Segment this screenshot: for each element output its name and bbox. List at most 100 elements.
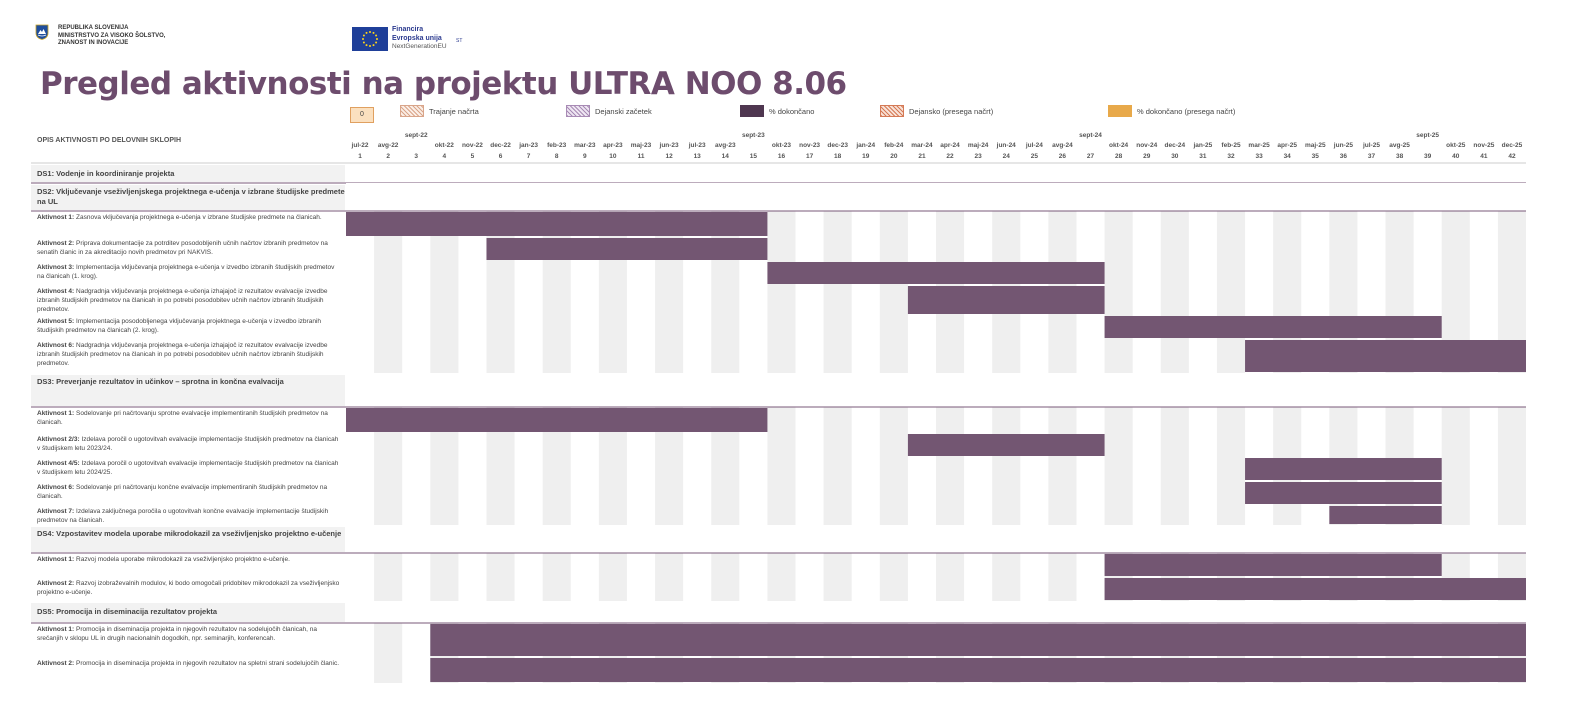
activity-label: Aktivnost 2: Razvoj izobraževalnih modul… [37, 579, 342, 601]
activity-label: Aktivnost 4: Nadgradnja vključevanja pro… [37, 287, 342, 315]
month-label: okt-22 [435, 142, 455, 149]
activity-name: Aktivnost 2/3: [37, 436, 82, 443]
legend-item-actual-over: Dejansko (presega načrt) [880, 105, 993, 117]
month-label: avg-24 [1052, 142, 1073, 149]
month-label: feb-25 [1221, 142, 1241, 149]
column-stripe [992, 163, 1021, 683]
gantt-bar [1104, 316, 1442, 338]
period-number: 25 [1031, 153, 1039, 160]
activity-description: Implementacija vključevanja projektnega … [37, 264, 335, 280]
period-number: 26 [1059, 153, 1067, 160]
activity-label: Aktivnost 2: Promocija in diseminacija p… [37, 659, 342, 683]
activity-label: Aktivnost 2/3: Izdelava poročil o ugotov… [37, 435, 342, 457]
period-number: 16 [778, 153, 786, 160]
month-label: mar-23 [574, 142, 596, 149]
period-number: 21 [918, 153, 926, 160]
period-number: 9 [583, 153, 587, 160]
legend-swatch-complete-over [1108, 105, 1132, 117]
month-label: dec-24 [1165, 142, 1186, 149]
eu-line-2: Evropska unija [392, 34, 442, 42]
eu-flag-icon [352, 27, 388, 51]
gantt-bar [346, 212, 768, 236]
month-label: jan-24 [855, 142, 875, 149]
month-label: avg-23 [715, 142, 736, 149]
period-number: 32 [1227, 153, 1235, 160]
gantt-bar [430, 658, 1527, 682]
activity-description: Zasnova vključevanja projektnega e-učenj… [76, 214, 322, 221]
legend-swatch-actual-over [880, 105, 904, 117]
activity-description: Sodelovanje pri načrtovanju končne evalv… [37, 484, 328, 500]
legend-label-planned: Trajanje načrta [429, 106, 479, 116]
month-label: sept-22 [405, 132, 428, 139]
header-logos: REPUBLIKA SLOVENIJA MINISTRSTVO ZA VISOK… [0, 0, 1583, 60]
month-label: jan-25 [1193, 142, 1213, 149]
activity-description: Izdelava poročil o ugotovitvah evalvacij… [37, 436, 339, 452]
activity-description: Razvoj modela uporabe mikrodokazil za vs… [76, 556, 290, 563]
ministry-line-1: REPUBLIKA SLOVENIJA [58, 25, 129, 31]
eu-line-1: Financira [392, 26, 424, 33]
activity-label: Aktivnost 1: Razvoj modela uporabe mikro… [37, 555, 342, 577]
period-number: 5 [471, 153, 475, 160]
activity-name: Aktivnost 7: [37, 508, 77, 515]
period-number: 10 [609, 153, 617, 160]
month-label: avg-22 [378, 142, 399, 149]
activity-description: Promocija in diseminacija projekta in nj… [76, 660, 340, 667]
legend-item-complete-over: % dokončano (presega načrt) [1108, 105, 1235, 117]
month-label: sept-25 [1416, 132, 1439, 139]
month-label: dec-25 [1502, 142, 1523, 149]
activity-description: Razvoj izobraževalnih modulov, ki bodo o… [37, 580, 340, 596]
gantt-bar [1245, 340, 1526, 372]
period-number: 30 [1171, 153, 1179, 160]
month-label: nov-25 [1473, 142, 1494, 149]
activity-name: Aktivnost 2: [37, 580, 77, 587]
period-number: 18 [834, 153, 842, 160]
activity-label: Aktivnost 5: Implementacija posodobljene… [37, 317, 342, 339]
month-label: sept-23 [742, 132, 765, 139]
activity-description: Promocija in diseminacija projekta in nj… [37, 626, 318, 642]
month-label: jul-23 [688, 142, 706, 149]
month-label: nov-22 [462, 142, 483, 149]
month-label: jul-24 [1025, 142, 1043, 149]
period-number: 12 [665, 153, 673, 160]
gantt-bar [1245, 482, 1442, 504]
legend-value-box: 0 [350, 107, 374, 123]
gantt-bar [767, 262, 1105, 284]
month-label: jun-23 [659, 142, 680, 149]
activities-header: OPIS AKTIVNOSTI PO DELOVNIH SKLOPIH [37, 137, 182, 144]
activity-label: Aktivnost 1: Sodelovanje pri načrtovanju… [37, 409, 342, 433]
legend-item-complete: % dokončano [740, 105, 814, 117]
activity-name: Aktivnost 5: [37, 318, 77, 325]
gantt-bar [907, 286, 1105, 314]
activity-label: Aktivnost 1: Promocija in diseminacija p… [37, 625, 342, 657]
eu-funding-text: Financira Evropska unija NextGenerationE… [392, 26, 447, 52]
column-stripe [879, 163, 908, 683]
month-label: feb-23 [547, 142, 567, 149]
period-number: 34 [1284, 153, 1292, 160]
month-label: okt-24 [1109, 142, 1129, 149]
period-number: 11 [638, 153, 645, 160]
period-number: 14 [722, 153, 730, 160]
activity-label: Aktivnost 2: Priprava dokumentacije za p… [37, 239, 342, 261]
legend-label-complete-over: % dokončano (presega načrt) [1137, 106, 1236, 116]
activity-description: Nadgradnja vključevanja projektnega e-uč… [37, 288, 328, 313]
section-label: DS2: Vključevanje vseživljenjskega proje… [31, 185, 345, 210]
activity-description: Izdelava poročil o ugotovitvah evalvacij… [37, 460, 339, 476]
period-number: 20 [890, 153, 898, 160]
ministry-line-3: ZNANOST IN INOVACIJE [58, 40, 129, 46]
section-band [346, 163, 1526, 183]
period-number: 2 [386, 153, 390, 160]
legend-swatch-complete [740, 105, 764, 117]
gantt-bar [1104, 578, 1526, 600]
month-label: nov-23 [799, 142, 820, 149]
month-label: okt-25 [1446, 142, 1466, 149]
gantt-bar [346, 408, 768, 432]
column-stripe [767, 163, 796, 683]
period-number: 40 [1452, 153, 1460, 160]
gantt-bar [486, 238, 768, 260]
period-number: 1 [358, 153, 362, 160]
section-label: DS3: Preverjanje rezultatov in učinkov –… [31, 375, 345, 406]
period-number: 39 [1424, 153, 1432, 160]
eu-sub-label: ST [456, 38, 463, 44]
column-stripe [936, 163, 965, 683]
activity-label: Aktivnost 6: Sodelovanje pri načrtovanju… [37, 483, 342, 505]
